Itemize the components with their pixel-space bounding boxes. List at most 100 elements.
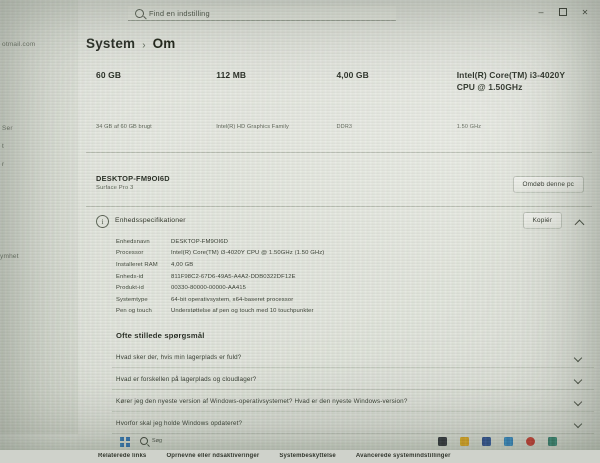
info-icon: i (96, 215, 109, 228)
maximize-button[interactable] (552, 4, 574, 20)
taskbar-app-icon[interactable] (438, 437, 447, 446)
spec-value: Intel(R) Core(TM) i3-4020Y CPU @ 1.50GHz… (171, 250, 325, 257)
breadcrumb-parent[interactable]: System (86, 36, 136, 51)
ram-detail: DDR3 (336, 124, 353, 130)
spec-key: Installeret RAM (116, 261, 158, 268)
breadcrumb-separator: › (142, 40, 146, 51)
device-model: Surface Pro 3 (96, 185, 134, 191)
spec-value: DESKTOP-FM9OI6D (171, 238, 229, 245)
spec-value: 64-bit operativsystem, x64-baseret proce… (171, 296, 294, 303)
spec-row: Systemtype 64-bit operativsystem, x64-ba… (86, 294, 592, 306)
taskbar-app-icon[interactable] (548, 437, 557, 446)
close-button[interactable]: ✕ (581, 7, 589, 17)
background-window[interactable]: otmail.com Ser t r ymhet (0, 0, 78, 450)
title-bar: Find en indstilling – ✕ (78, 0, 600, 26)
divider (112, 433, 594, 434)
divider (112, 411, 594, 412)
copy-button[interactable]: Kopiér (522, 212, 562, 229)
spec-row: Pen og touch Understøttelse af pen og to… (86, 306, 592, 318)
spec-key: Pen og touch (116, 308, 152, 315)
faq-item[interactable]: Hvorfor skal jeg holde Windows opdateret… (86, 412, 594, 434)
gpu-value: 112 MB (216, 70, 247, 80)
divider (86, 152, 592, 153)
taskbar-search[interactable]: Søg (140, 437, 162, 445)
search-input[interactable]: Find en indstilling (128, 6, 396, 21)
device-specifications-header[interactable]: i Enhedsspecifikationer Kopiér (86, 208, 592, 234)
footer-link[interactable]: Oprnevne eller ndsaktiveringer (166, 453, 260, 459)
divider (112, 389, 594, 390)
chevron-down-icon[interactable] (575, 355, 582, 362)
ram-card: 4,00 GB DDR3 (326, 62, 446, 148)
taskbar-app-icons (438, 437, 557, 446)
spec-row: Installeret RAM 4,00 GB (86, 259, 592, 271)
taskbar-app-icon[interactable] (526, 437, 535, 446)
background-text-fragment: t (2, 143, 5, 150)
footer-link[interactable]: Avancerede systemindstillinger (355, 453, 451, 459)
search-icon (135, 8, 144, 18)
settings-content: System › Om 60 GB 34 GB af 60 GB brugt 1… (78, 26, 600, 459)
spec-row: Enheds-id 811F98C2-67D6-49A5-A4A2-DDB032… (86, 271, 592, 283)
chevron-up-icon[interactable] (576, 218, 584, 226)
background-text-fragment: otmail.com (2, 41, 36, 48)
taskbar-app-icon[interactable] (504, 437, 513, 446)
divider (86, 206, 592, 207)
taskbar-search-label: Søg (152, 438, 163, 444)
chevron-down-icon[interactable] (575, 399, 582, 406)
background-text-fragment: Ser (2, 125, 13, 132)
faq-list: Hvad sker der, hvis min lagerplads er fu… (86, 346, 594, 434)
faq-item[interactable]: Kører jeg den nyeste version af Windows-… (86, 390, 594, 412)
spec-row: Produkt-id 00330-80000-00000-AA415 (86, 282, 592, 294)
cpu-value: Intel(R) Core(TM) i3-4020Y CPU @ 1.50GHz (456, 70, 565, 92)
cpu-card: Intel(R) Core(TM) i3-4020Y CPU @ 1.50GHz… (447, 62, 592, 148)
spec-row: Enhedsnavn DESKTOP-FM9OI6D (86, 236, 592, 248)
storage-value: 60 GB (96, 70, 122, 80)
faq-item[interactable]: Hvad sker der, hvis min lagerplads er fu… (86, 346, 594, 368)
device-name: DESKTOP-FM9OI6D (96, 174, 170, 183)
window-controls: – ✕ (530, 4, 596, 20)
search-icon (140, 437, 148, 445)
page-title: Om (152, 36, 176, 51)
taskbar-app-icon[interactable] (482, 437, 491, 446)
search-placeholder: Find en indstilling (149, 8, 210, 18)
spec-key: Enheds-id (116, 273, 144, 280)
faq-question: Hvad sker der, hvis min lagerplads er fu… (116, 353, 242, 361)
spec-value: 4,00 GB (171, 261, 194, 268)
device-specifications-table: Enhedsnavn DESKTOP-FM9OI6D Processor Int… (86, 236, 592, 317)
faq-question: Hvorfor skal jeg holde Windows opdateret… (116, 419, 243, 427)
spec-value: 811F98C2-67D6-49A5-A4A2-DDB0322DF12E (171, 273, 296, 280)
windows-logo-icon[interactable] (120, 437, 130, 447)
related-links-footer: Relaterede links Oprnevne eller ndsaktiv… (98, 453, 598, 463)
chevron-down-icon[interactable] (575, 377, 582, 384)
background-text-fragment: r (2, 161, 5, 168)
rename-pc-button[interactable]: Omdøb denne pc (512, 176, 584, 193)
faq-item[interactable]: Hvad er forskellen på lagerplads og clou… (86, 368, 594, 390)
divider (112, 367, 594, 368)
spec-key: Enhedsnavn (116, 238, 150, 245)
faq-question: Kører jeg den nyeste version af Windows-… (116, 397, 408, 405)
ram-value: 4,00 GB (336, 70, 369, 80)
background-text-fragment: ymhet (0, 253, 19, 260)
spec-key: Systemtype (116, 296, 148, 303)
photographed-screen: otmail.com Ser t r ymhet Find en indstil… (0, 0, 600, 450)
storage-detail: 34 GB af 60 GB brugt (96, 124, 152, 130)
storage-card: 60 GB 34 GB af 60 GB brugt (86, 62, 206, 148)
minimize-button[interactable]: – (538, 7, 544, 17)
cpu-detail: 1.50 GHz (456, 124, 482, 130)
gpu-detail: Intel(R) HD Graphics Family (216, 124, 289, 130)
faq-question: Hvad er forskellen på lagerplads og clou… (116, 375, 257, 383)
taskbar-app-icon[interactable] (460, 437, 469, 446)
gpu-card: 112 MB Intel(R) HD Graphics Family (206, 62, 326, 148)
spec-value: 00330-80000-00000-AA415 (171, 285, 247, 292)
spec-value: Understøttelse af pen og touch med 10 to… (171, 308, 314, 315)
device-specifications-title: Enhedsspecifikationer (115, 217, 186, 224)
spec-key: Processor (116, 250, 144, 257)
spec-row: Processor Intel(R) Core(TM) i3-4020Y CPU… (86, 248, 592, 260)
footer-link[interactable]: Relaterede links (98, 453, 147, 459)
taskbar: Søg (0, 434, 600, 450)
device-name-row: DESKTOP-FM9OI6D Surface Pro 3 Omdøb denn… (86, 164, 592, 204)
chevron-down-icon[interactable] (575, 421, 582, 428)
faq-title: Ofte stillede spørgsmål (116, 331, 205, 340)
summary-cards: 60 GB 34 GB af 60 GB brugt 112 MB Intel(… (86, 62, 592, 148)
spec-key: Produkt-id (116, 285, 144, 292)
footer-link[interactable]: Systembeskyttelse (279, 453, 336, 459)
